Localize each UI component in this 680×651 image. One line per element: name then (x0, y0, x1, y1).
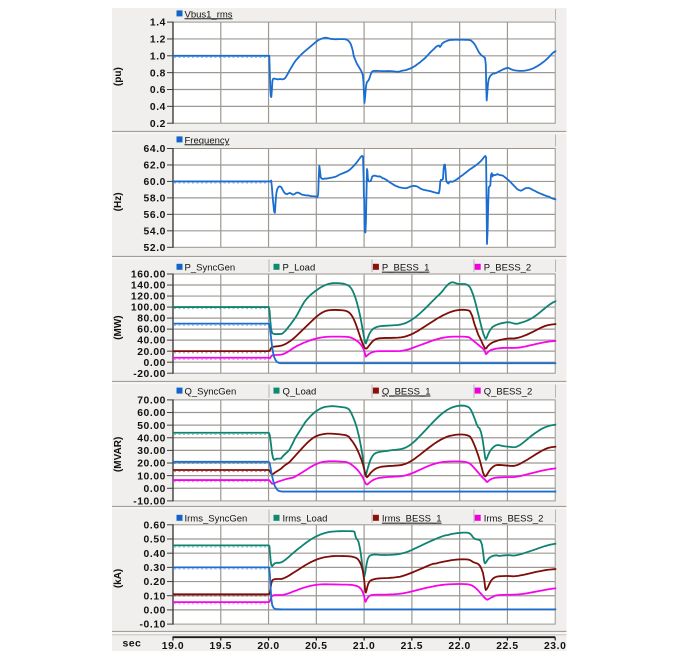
svg-text:Vbus1_rms: Vbus1_rms (185, 9, 233, 20)
svg-text:0.30: 0.30 (144, 563, 166, 574)
svg-text:20.5: 20.5 (305, 641, 327, 651)
svg-text:80.00: 80.00 (137, 314, 166, 325)
svg-text:70.00: 70.00 (137, 396, 166, 407)
svg-text:Irms_BESS_2: Irms_BESS_2 (484, 514, 544, 525)
svg-text:100.00: 100.00 (131, 303, 166, 314)
svg-text:0.4: 0.4 (150, 102, 166, 113)
svg-text:(MW): (MW) (113, 315, 124, 339)
svg-text:0.10: 0.10 (144, 591, 166, 602)
svg-text:0.8: 0.8 (150, 68, 166, 79)
svg-text:0.50: 0.50 (144, 535, 166, 546)
svg-text:20.0: 20.0 (257, 641, 279, 651)
svg-text:-0.10: -0.10 (140, 620, 166, 631)
svg-text:56.0: 56.0 (144, 210, 166, 221)
svg-text:140.00: 140.00 (131, 281, 166, 292)
svg-text:Q_BESS_2: Q_BESS_2 (484, 387, 533, 398)
svg-text:P_BESS_1: P_BESS_1 (382, 263, 430, 274)
svg-text:20.00: 20.00 (137, 347, 166, 358)
svg-text:P_Load: P_Load (283, 263, 316, 274)
svg-text:22.0: 22.0 (448, 641, 470, 651)
svg-text:Frequency: Frequency (185, 135, 230, 146)
svg-text:(Hz): (Hz) (113, 192, 124, 211)
svg-text:21.5: 21.5 (401, 641, 423, 651)
svg-text:60.00: 60.00 (137, 408, 166, 419)
svg-text:160.00: 160.00 (131, 270, 166, 281)
svg-text:0.00: 0.00 (144, 606, 166, 617)
svg-text:(MVAR): (MVAR) (113, 437, 124, 472)
svg-text:-20.00: -20.00 (133, 369, 166, 380)
svg-text:0.00: 0.00 (144, 358, 166, 369)
svg-text:Irms_BESS_1: Irms_BESS_1 (382, 514, 442, 525)
svg-text:19.5: 19.5 (210, 641, 232, 651)
svg-text:52.0: 52.0 (144, 243, 166, 254)
svg-text:sec: sec (123, 638, 142, 650)
svg-text:40.00: 40.00 (137, 336, 166, 347)
svg-text:0.2: 0.2 (150, 119, 166, 130)
svg-text:50.00: 50.00 (137, 421, 166, 432)
svg-text:Irms_Load: Irms_Load (283, 514, 328, 525)
svg-text:1.2: 1.2 (150, 35, 166, 46)
svg-text:Irms_SyncGen: Irms_SyncGen (185, 514, 248, 525)
svg-text:P_SyncGen: P_SyncGen (185, 263, 236, 274)
svg-text:120.00: 120.00 (131, 292, 166, 303)
svg-text:(pu): (pu) (113, 67, 124, 86)
svg-text:22.5: 22.5 (496, 641, 518, 651)
svg-text:Q_SyncGen: Q_SyncGen (185, 387, 237, 398)
svg-text:64.0: 64.0 (144, 144, 166, 155)
svg-text:0.20: 0.20 (144, 577, 166, 588)
svg-text:23.0: 23.0 (544, 641, 566, 651)
svg-text:0.6: 0.6 (150, 85, 166, 96)
svg-text:19.0: 19.0 (162, 641, 184, 651)
svg-text:20.00: 20.00 (137, 459, 166, 470)
svg-text:0.40: 0.40 (144, 549, 166, 560)
svg-text:54.0: 54.0 (144, 226, 166, 237)
svg-text:Q_Load: Q_Load (283, 387, 317, 398)
svg-text:P_BESS_2: P_BESS_2 (484, 263, 532, 274)
svg-text:10.00: 10.00 (137, 471, 166, 482)
svg-text:0.00: 0.00 (144, 484, 166, 495)
svg-text:21.0: 21.0 (353, 641, 375, 651)
svg-text:40.00: 40.00 (137, 433, 166, 444)
svg-text:30.00: 30.00 (137, 446, 166, 457)
svg-text:60.00: 60.00 (137, 325, 166, 336)
svg-text:60.0: 60.0 (144, 177, 166, 188)
svg-text:1.4: 1.4 (150, 18, 166, 29)
svg-text:-10.00: -10.00 (133, 497, 166, 508)
svg-text:Q_BESS_1: Q_BESS_1 (382, 387, 431, 398)
svg-text:1.0: 1.0 (150, 51, 166, 62)
svg-text:0.60: 0.60 (144, 520, 166, 531)
svg-text:58.0: 58.0 (144, 194, 166, 205)
svg-text:62.0: 62.0 (144, 161, 166, 172)
svg-text:(kA): (kA) (113, 569, 124, 588)
